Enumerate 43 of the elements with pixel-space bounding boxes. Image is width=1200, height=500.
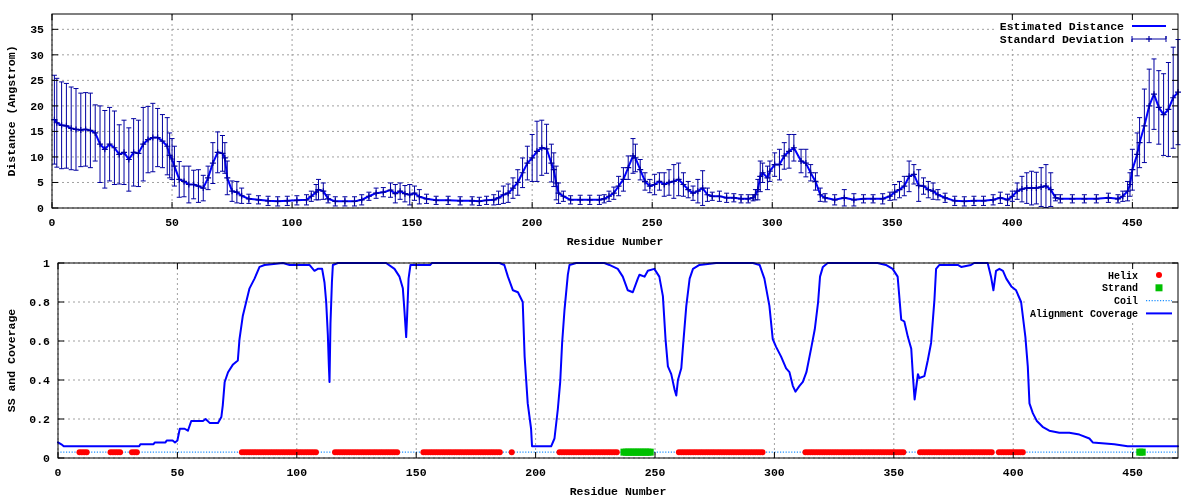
y-tick-label: 0.2 — [29, 413, 51, 427]
y-tick-label: 0.6 — [29, 335, 51, 349]
x-tick-label: 300 — [764, 466, 785, 479]
x-tick-label: 250 — [644, 466, 666, 479]
x-tick-label: 450 — [1122, 466, 1144, 479]
legend-label: Helix — [1107, 270, 1138, 282]
y-tick-label: 30 — [30, 48, 45, 62]
y-axis-title: Distance (Angstrom) — [5, 45, 19, 177]
y-tick-label: 35 — [30, 23, 45, 37]
x-tick-label: 50 — [165, 216, 180, 229]
y-tick-label: 0.8 — [29, 296, 51, 310]
y-tick-label: 0 — [37, 202, 45, 216]
y-tick-label: 1 — [43, 257, 51, 271]
x-axis-title: Residue Number — [569, 485, 667, 498]
x-axis-title: Residue Number — [566, 235, 664, 248]
y-tick-label: 15 — [30, 125, 45, 139]
legend-label: Standard Deviation — [999, 33, 1125, 47]
legend-label: Coil — [1113, 296, 1138, 308]
y-tick-label: 25 — [30, 74, 45, 88]
x-tick-label: 100 — [286, 466, 308, 479]
x-tick-label: 400 — [1002, 466, 1024, 479]
x-tick-label: 300 — [761, 216, 783, 229]
y-tick-label: 10 — [30, 150, 45, 164]
y-axis-title: SS and Coverage — [5, 308, 19, 413]
legend-label: Estimated Distance — [999, 20, 1125, 34]
y-tick-label: 20 — [30, 99, 45, 113]
legend-label: Alignment Coverage — [1029, 308, 1138, 320]
x-tick-label: 400 — [1001, 216, 1023, 229]
x-tick-label: 150 — [405, 466, 427, 479]
y-tick-label: 0 — [43, 452, 51, 466]
x-tick-label: 200 — [525, 466, 547, 479]
x-tick-label: 450 — [1122, 216, 1143, 229]
x-tick-label: 150 — [401, 216, 423, 229]
y-tick-label: 5 — [37, 176, 45, 190]
x-tick-label: 200 — [521, 216, 543, 229]
legend-label: Strand — [1101, 283, 1138, 295]
y-tick-label: 0.4 — [29, 374, 51, 388]
x-tick-label: 100 — [281, 216, 303, 229]
x-tick-label: 0 — [54, 466, 62, 479]
x-tick-label: 50 — [170, 466, 185, 479]
x-tick-label: 250 — [641, 216, 663, 229]
x-tick-label: 350 — [883, 466, 905, 479]
x-tick-label: 350 — [881, 216, 903, 229]
